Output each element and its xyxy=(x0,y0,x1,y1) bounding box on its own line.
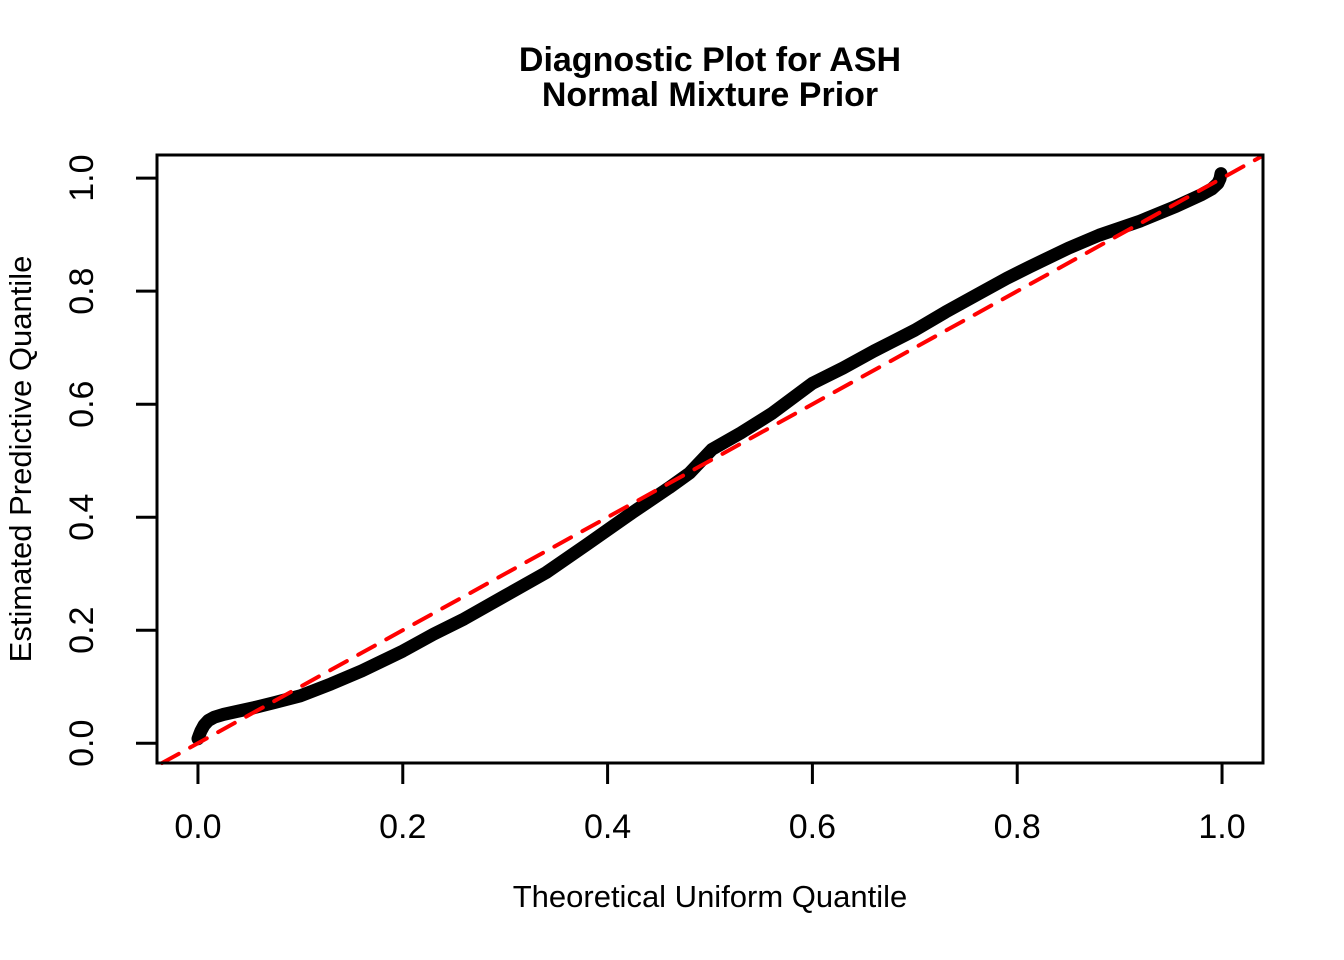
y-tick-label: 0.6 xyxy=(63,381,101,428)
y-axis-title: Estimated Predictive Quantile xyxy=(3,256,38,663)
plot-box xyxy=(155,153,1265,765)
x-axis-title: Theoretical Uniform Quantile xyxy=(513,879,908,914)
y-tick-label: 0.8 xyxy=(63,268,101,315)
x-tick-label: 0.8 xyxy=(994,808,1041,846)
y-tick-label: 0.2 xyxy=(63,607,101,654)
y-tick-label: 1.0 xyxy=(63,155,101,202)
plot-title-line2: Normal Mixture Prior xyxy=(542,76,878,114)
plot-title-line1: Diagnostic Plot for ASH xyxy=(519,41,901,79)
x-tick-label: 0.2 xyxy=(379,808,426,846)
y-tick-label: 0.4 xyxy=(63,494,101,541)
x-tick-label: 0.0 xyxy=(174,808,221,846)
x-tick-label: 0.4 xyxy=(584,808,631,846)
x-tick-label: 1.0 xyxy=(1198,808,1245,846)
y-tick-label: 0.0 xyxy=(63,720,101,767)
plot-series xyxy=(160,154,1263,765)
estimated-predictive-quantiles xyxy=(191,167,1228,746)
reference-line-y-equals-x xyxy=(160,154,1263,765)
plot-axes: 0.0 0.2 0.4 0.6 0.8 1.0 0.0 0.2 0.4 0.6 0.8 1.0 xyxy=(63,153,1265,846)
x-tick-label: 0.6 xyxy=(789,808,836,846)
